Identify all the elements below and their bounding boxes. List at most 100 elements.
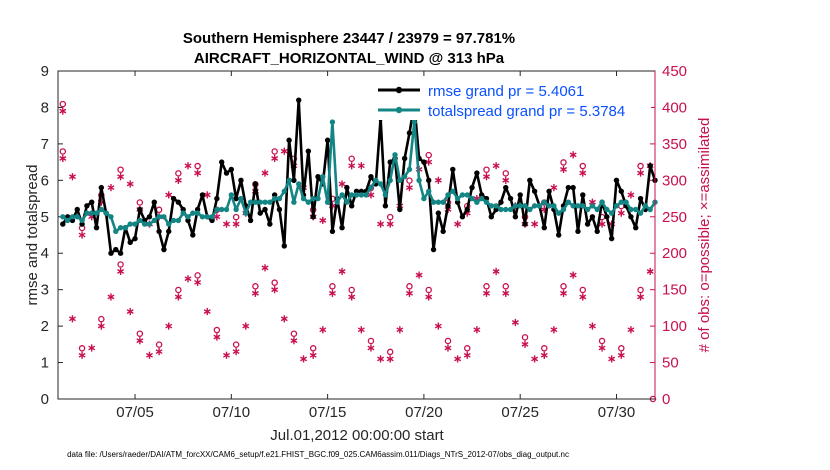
totalspread-point: [141, 221, 148, 227]
rmse-point: [233, 195, 239, 202]
assimilated-star-stroke: [598, 221, 606, 227]
legend: rmse grand pr = 5.4061 totalspread grand…: [375, 80, 651, 120]
assimilated-star-stroke: [184, 276, 192, 282]
totalspread-point: [137, 217, 143, 224]
assimilated-obs-marker: [377, 220, 385, 228]
totalspread-point: [589, 203, 596, 209]
assimilated-star-stroke: [165, 323, 173, 329]
possible-obs-marker-low: [444, 337, 452, 345]
possible-obs-marker: [271, 148, 278, 155]
rmse-point: [190, 232, 196, 238]
assimilated-star-stroke: [627, 327, 635, 333]
assimilated-star-stroke: [223, 352, 230, 358]
rmse-point: [604, 214, 610, 220]
rmse-point: [262, 206, 268, 213]
assimilated-star-stroke: [78, 232, 86, 238]
assimilated-star-stroke: [425, 159, 433, 165]
possible-obs-marker-low: [560, 283, 567, 290]
assimilated-obs-marker-low: [126, 307, 134, 316]
totalspread-point: [204, 214, 210, 220]
assimilated-star-stroke: [386, 221, 394, 227]
assimilated-obs-marker: [579, 169, 587, 177]
possible-obs-marker-low: [618, 345, 625, 352]
totalspread-point: [483, 199, 490, 205]
assimilated-obs-marker-low: [396, 326, 404, 334]
rmse-point: [474, 170, 480, 176]
rmse-point: [218, 159, 225, 165]
assimilated-obs-marker-low: [242, 322, 250, 330]
assimilated-star-stroke: [463, 352, 471, 358]
totalspread-point: [377, 181, 384, 187]
x-tick-label: 07/05: [116, 404, 154, 421]
rmse-point: [628, 214, 634, 220]
totalspread-point: [584, 206, 591, 213]
legend-marker-rmse: [395, 86, 403, 94]
right-tick-label: 250: [662, 209, 687, 226]
possible-obs-marker: [59, 148, 67, 155]
totalspread-point: [575, 203, 581, 209]
assimilated-star-stroke: [627, 192, 635, 198]
rmse-point: [426, 177, 432, 184]
assimilated-obs-marker-low: [608, 355, 616, 363]
totalspread-point: [493, 203, 499, 209]
assimilated-obs-marker-low: [280, 315, 288, 323]
assimilated-obs-marker-low: [454, 355, 462, 363]
assimilated-obs-marker-low: [569, 271, 577, 279]
rmse-point: [108, 250, 114, 256]
rmse-point: [580, 192, 586, 198]
totalspread-point: [320, 173, 326, 180]
assimilated-obs-marker-low: [473, 326, 481, 334]
rmse-point: [584, 221, 591, 227]
assimilated-star-stroke: [300, 356, 308, 362]
rmse-point: [435, 210, 442, 216]
assimilated-obs-marker: [617, 209, 625, 217]
assimilated-star-stroke: [483, 174, 490, 180]
assimilated-star-stroke: [232, 349, 240, 355]
totalspread-point: [339, 192, 345, 198]
possible-obs-marker-low: [367, 337, 375, 345]
assimilated-obs-marker-low: [386, 355, 394, 363]
totalspread-point: [445, 192, 451, 198]
rmse-point: [368, 173, 374, 180]
assimilated-star-stroke: [280, 316, 288, 322]
totalspread-point: [551, 203, 557, 209]
right-tick-label: 150: [662, 282, 687, 299]
assimilated-star-stroke: [560, 166, 568, 172]
right-tick-label: 0: [662, 391, 670, 408]
assimilated-star-stroke: [213, 334, 221, 340]
rmse-point: [93, 225, 100, 231]
rmse-point: [556, 232, 562, 238]
possible-obs-marker-low: [406, 283, 413, 290]
rmse-point: [247, 217, 254, 224]
possible-obs-marker: [425, 151, 432, 159]
rmse-point: [117, 250, 124, 256]
totalspread-point: [498, 206, 504, 213]
possible-obs-marker-low: [155, 341, 163, 348]
totalspread-point: [363, 192, 369, 198]
totalspread-point: [103, 210, 109, 216]
totalspread-point: [536, 203, 543, 209]
totalspread-point: [190, 210, 196, 216]
assimilated-obs-marker-low: [213, 333, 221, 341]
left-tick-label: 0: [41, 391, 49, 408]
totalspread-point: [406, 166, 413, 173]
assimilated-obs-marker: [367, 191, 375, 199]
totalspread-point: [170, 217, 177, 224]
assimilated-star-stroke: [165, 192, 173, 198]
rmse-point: [527, 177, 533, 184]
rmse-point: [546, 188, 552, 194]
assimilated-obs-marker: [59, 154, 67, 163]
assimilated-star-stroke: [328, 290, 336, 296]
assimilated-star-stroke: [579, 294, 587, 300]
assimilated-star-stroke: [194, 170, 202, 176]
x-tick-label: 07/25: [501, 404, 539, 421]
assimilated-obs-marker-low: [165, 322, 173, 330]
possible-obs-marker-low: [502, 283, 509, 290]
totalspread-point: [507, 206, 514, 213]
totalspread-point: [199, 214, 206, 220]
assimilated-obs-marker: [126, 180, 134, 188]
rmse-point: [570, 184, 576, 191]
assimilated-obs-marker-low: [300, 355, 308, 363]
rmse-point: [507, 195, 514, 202]
